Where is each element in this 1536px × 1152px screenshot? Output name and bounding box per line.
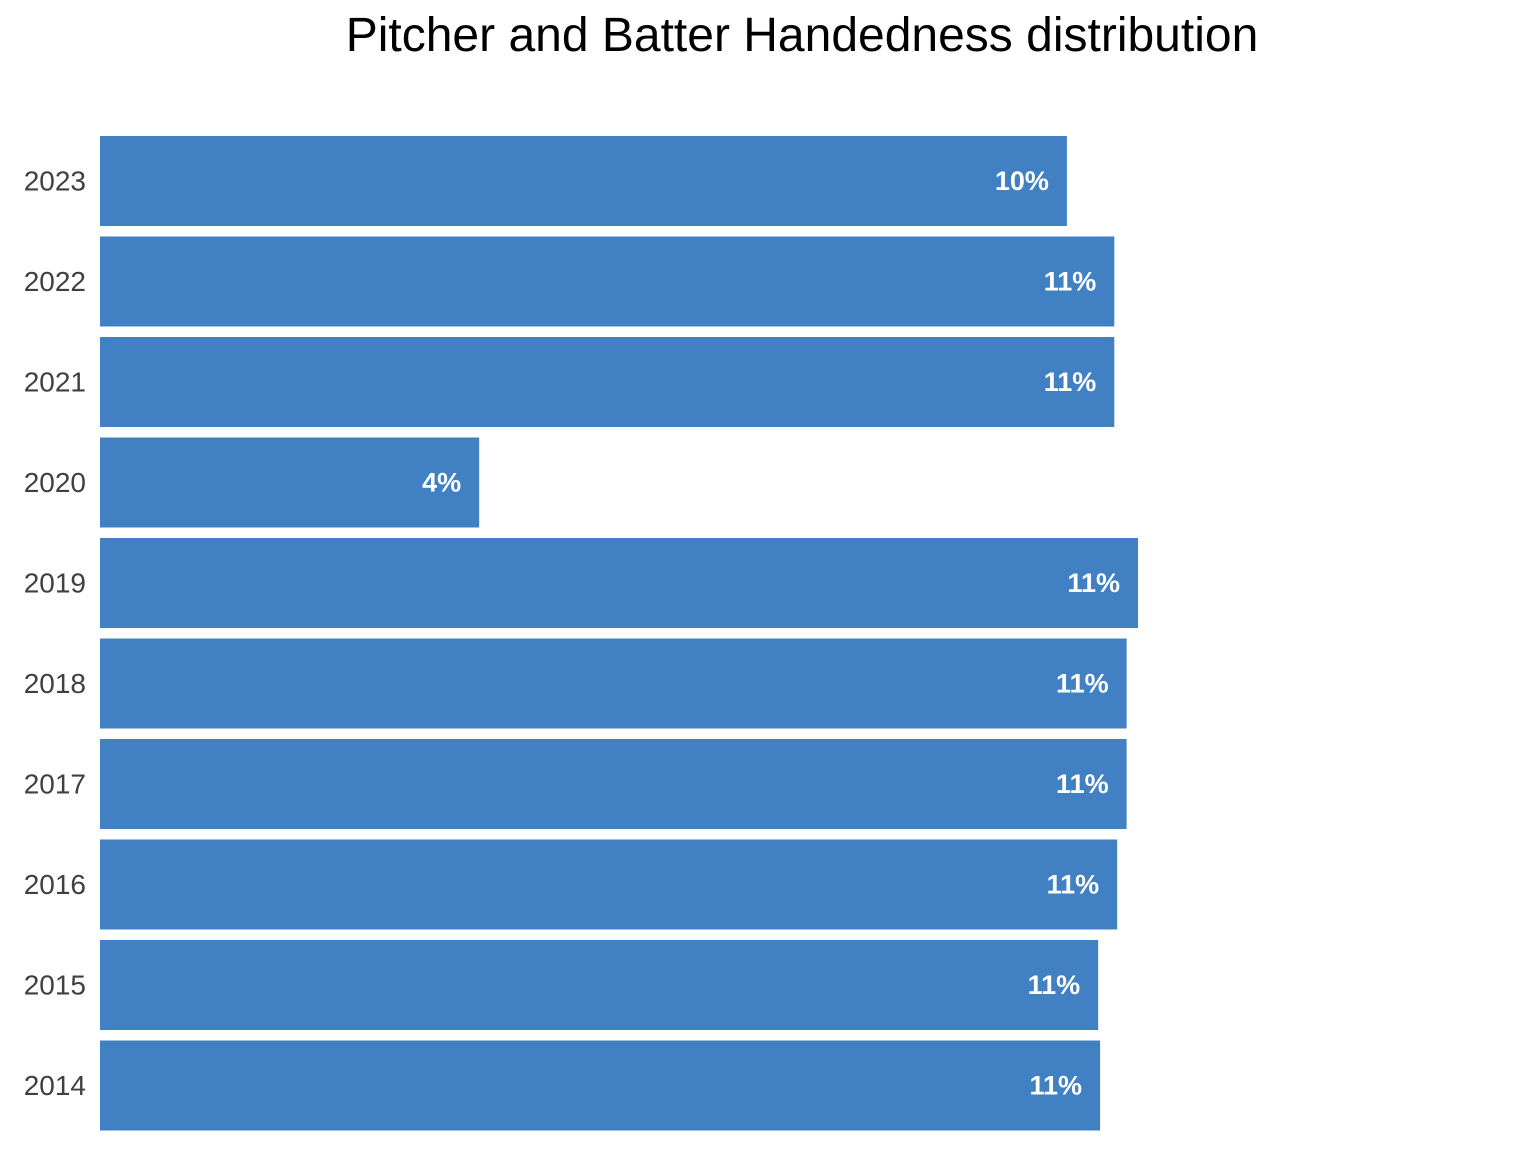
y-axis-tick-labels: 2023 2022 2021 2020 2019 2018 2017 2016 2015 2014 [24,166,86,1102]
y-tick-label-2021: 2021 [24,367,86,398]
bar-label-2023: 10% [995,166,1049,196]
bar-label-2014: 11% [1030,1071,1083,1101]
bar-2017 [100,739,1127,829]
y-tick-label-2017: 2017 [24,769,86,800]
bars-layer [100,136,1138,1131]
bar-2023 [100,136,1067,226]
bar-label-2016: 11% [1047,870,1100,900]
bar-2019 [100,538,1138,628]
bar-label-2018: 11% [1056,669,1109,699]
data-labels: 10% 11% 11% 4% 11% 11% 11% 11% 11% 11% [422,166,1120,1101]
y-tick-label-2016: 2016 [24,869,86,900]
bar-2020 [100,437,480,528]
y-tick-label-2014: 2014 [24,1070,86,1101]
bar-2021 [100,337,1115,427]
bar-label-2021: 11% [1044,367,1097,397]
bar-label-2022: 11% [1044,267,1097,297]
bar-label-2019: 11% [1067,568,1120,598]
bar-label-2017: 11% [1056,769,1109,799]
bar-2015 [100,940,1099,1030]
y-tick-label-2019: 2019 [24,568,86,599]
chart-title: Pitcher and Batter Handedness distributi… [345,9,1259,62]
y-tick-label-2018: 2018 [24,668,86,699]
bar-2014 [100,1040,1101,1131]
y-tick-label-2020: 2020 [24,467,86,498]
bar-2018 [100,638,1127,729]
bar-label-2015: 11% [1028,970,1081,1000]
bar-2016 [100,839,1118,930]
y-tick-label-2023: 2023 [24,166,86,197]
bar-label-2020: 4% [422,468,461,498]
y-tick-label-2015: 2015 [24,970,86,1001]
y-tick-label-2022: 2022 [24,266,86,297]
bar-2022 [100,236,1115,327]
